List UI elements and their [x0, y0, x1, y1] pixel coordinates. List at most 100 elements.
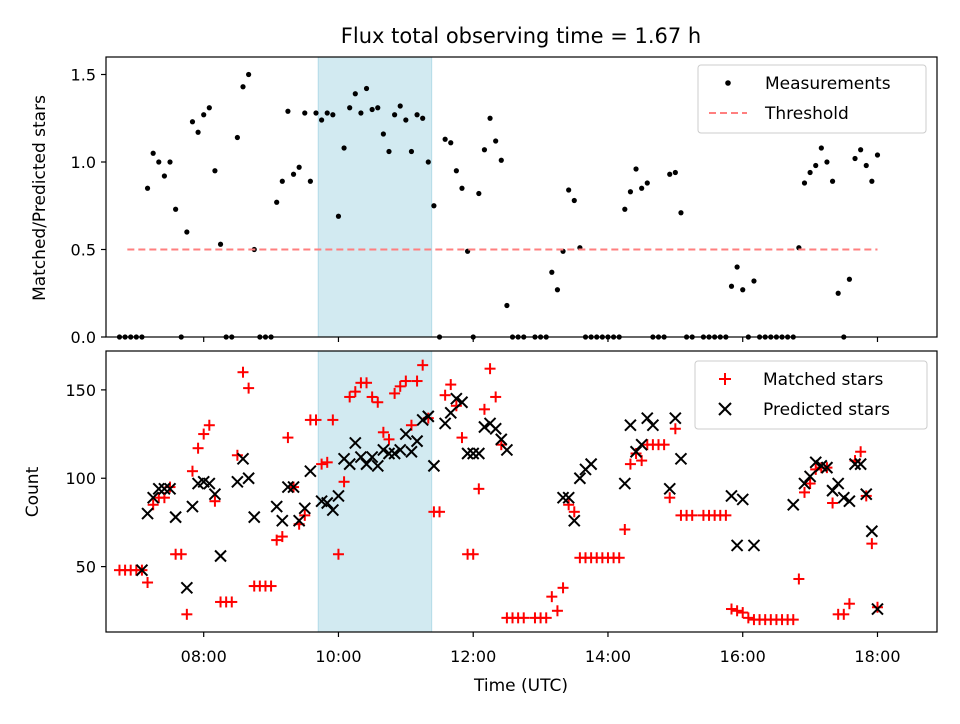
- predicted-stars-point: [394, 443, 407, 457]
- measurements-point: [554, 287, 561, 293]
- measurements-point: [240, 84, 246, 90]
- measurements-point: [403, 117, 409, 123]
- predicted-stars-point: [860, 487, 873, 501]
- measurements-point: [363, 85, 370, 92]
- measurements-point: [246, 71, 252, 78]
- predicted-stars-point: [371, 459, 384, 473]
- matched-stars-point: [186, 465, 198, 477]
- matched-stars-point: [860, 490, 872, 502]
- matched-stars-point: [518, 612, 530, 624]
- matched-stars-point: [310, 414, 322, 426]
- predicted-stars-point: [438, 417, 452, 430]
- predicted-stars-point: [489, 422, 502, 435]
- predicted-stars-point: [343, 457, 356, 471]
- measurements-point: [217, 241, 224, 247]
- matched-stars-point: [175, 548, 187, 560]
- predicted-stars-point: [152, 482, 165, 496]
- measurements-point: [161, 173, 167, 179]
- measurements-point: [431, 203, 437, 209]
- matched-stars-point: [827, 497, 839, 509]
- measurements-point: [476, 190, 482, 197]
- matched-stars-point: [316, 458, 328, 470]
- measurements-point: [319, 117, 325, 123]
- predicted-stars-point: [871, 602, 884, 616]
- matched-stars-point: [658, 439, 670, 451]
- matched-stars-point: [551, 605, 563, 617]
- measurements-point: [195, 129, 201, 135]
- matched-stars-point: [866, 538, 878, 550]
- measurements-point: [566, 187, 572, 193]
- measurements-point: [274, 199, 280, 205]
- measurements-point: [234, 134, 240, 141]
- predicted-stars-point: [831, 477, 845, 490]
- x-tick-label: 14:00: [585, 647, 631, 666]
- matched-stars-point: [203, 419, 215, 431]
- matched-stars-point: [467, 548, 479, 560]
- measurements-point: [397, 103, 403, 109]
- matched-stars-point: [855, 446, 867, 458]
- measurements-point: [801, 180, 808, 186]
- matched-stars-point: [209, 495, 221, 507]
- predicted-stars-point: [843, 495, 856, 508]
- y-tick-label: 1.0: [71, 153, 96, 172]
- measurements-point: [201, 112, 207, 118]
- predicted-stars-point: [798, 477, 811, 490]
- predicted-stars-point: [169, 510, 182, 524]
- measurements-point: [173, 206, 179, 212]
- figure-title: Flux total observing time = 1.67 h: [341, 24, 701, 48]
- measurements-point: [852, 155, 858, 162]
- matched-stars-point: [243, 382, 255, 394]
- measurements-point: [386, 148, 392, 155]
- matched-stars-point: [484, 363, 496, 375]
- predicted-stars-point: [248, 510, 261, 524]
- predicted-stars-point: [865, 525, 879, 538]
- measurements-point: [549, 269, 555, 275]
- predicted-stars-point: [787, 498, 800, 511]
- predicted-stars-point: [427, 459, 441, 473]
- matched-stars-point: [377, 426, 389, 438]
- measurements-point: [144, 185, 151, 191]
- measurements-point: [352, 91, 358, 97]
- matched-stars-point: [198, 428, 210, 440]
- predicted-stars-point: [854, 457, 867, 471]
- matched-stars-point: [445, 379, 457, 391]
- predicted-stars-point: [281, 480, 295, 494]
- matched-stars-point: [361, 377, 373, 389]
- measurements-point: [846, 276, 853, 282]
- measurements-point: [667, 171, 673, 177]
- predicted-stars-point: [236, 452, 250, 466]
- measurements-point: [498, 157, 504, 163]
- measurements-point: [184, 229, 190, 235]
- top-ylabel: Matched/Predicted stars: [30, 95, 50, 301]
- predicted-stars-point: [146, 491, 160, 504]
- predicted-stars-point: [624, 419, 637, 432]
- predicted-stars-point: [848, 457, 862, 471]
- bottom-panel: 50 100 150 08:00 10:00 12:00 14:00 16:00 18:00 C…: [23, 350, 938, 666]
- matched-stars-point: [843, 598, 855, 610]
- matched-stars-point: [192, 442, 204, 454]
- measurements-point: [341, 145, 347, 151]
- predicted-stars-point: [326, 503, 340, 517]
- bottom-legend: Matched stars Predicted stars: [694, 360, 928, 430]
- matched-stars-point: [344, 391, 356, 403]
- measurements-point: [672, 169, 678, 176]
- predicted-stars-point: [837, 491, 851, 504]
- predicted-stars-point: [214, 549, 227, 563]
- measurements-point: [167, 159, 173, 165]
- measurements-point: [375, 105, 381, 111]
- predicted-stars-point: [332, 489, 345, 503]
- predicted-stars-point: [321, 496, 334, 510]
- top-axes-frame: [105, 56, 938, 338]
- y-tick-label: 50: [76, 558, 96, 577]
- predicted-stars-point: [556, 491, 570, 504]
- measurements-point: [504, 302, 510, 309]
- measurements-point: [425, 159, 431, 165]
- predicted-stars-point: [584, 457, 598, 471]
- predicted-stars-point: [472, 447, 486, 460]
- predicted-stars-point: [360, 457, 373, 471]
- predicted-stars-point: [270, 500, 283, 513]
- matched-stars-point: [540, 612, 552, 624]
- measurements-point: [302, 110, 308, 116]
- matched-stars-point: [181, 608, 193, 620]
- predicted-stars-point: [388, 447, 401, 460]
